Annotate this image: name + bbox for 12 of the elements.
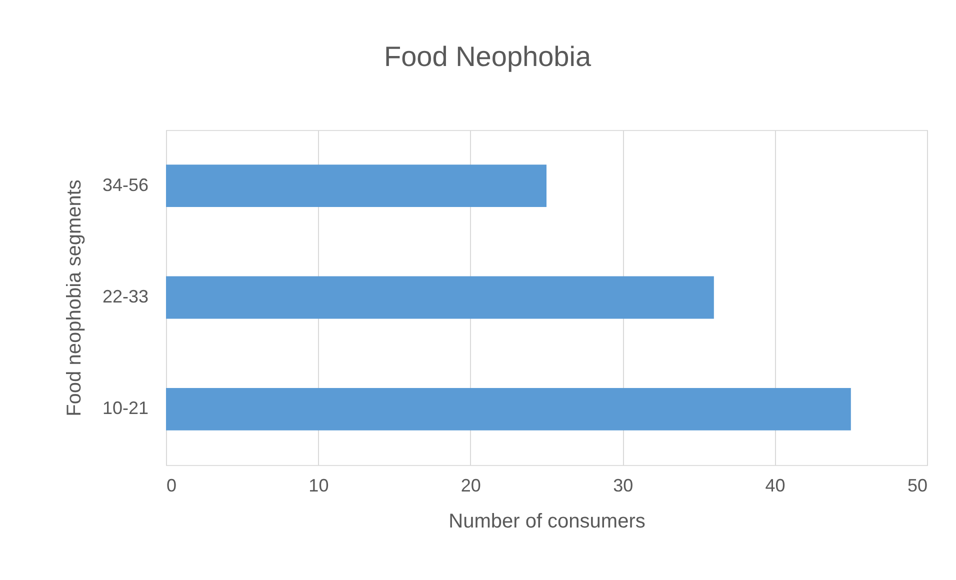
x-tick-label: 10 [308,476,329,496]
y-tick-label: 34-56 [102,174,148,195]
y-tick-label: 10-21 [102,398,148,418]
x-tick-label: 0 [166,476,177,496]
x-tick-label: 20 [460,476,481,496]
y-axis-title: Food neophobia segments [63,180,86,416]
x-tick-label: 30 [613,476,634,496]
x-tick-label: 40 [765,476,786,496]
chart-title: Food Neophobia [384,41,592,72]
y-tick-label: 22-33 [102,286,148,306]
x-tick-label: 50 [907,476,928,496]
x-axis-title: Number of consumers [448,510,646,532]
